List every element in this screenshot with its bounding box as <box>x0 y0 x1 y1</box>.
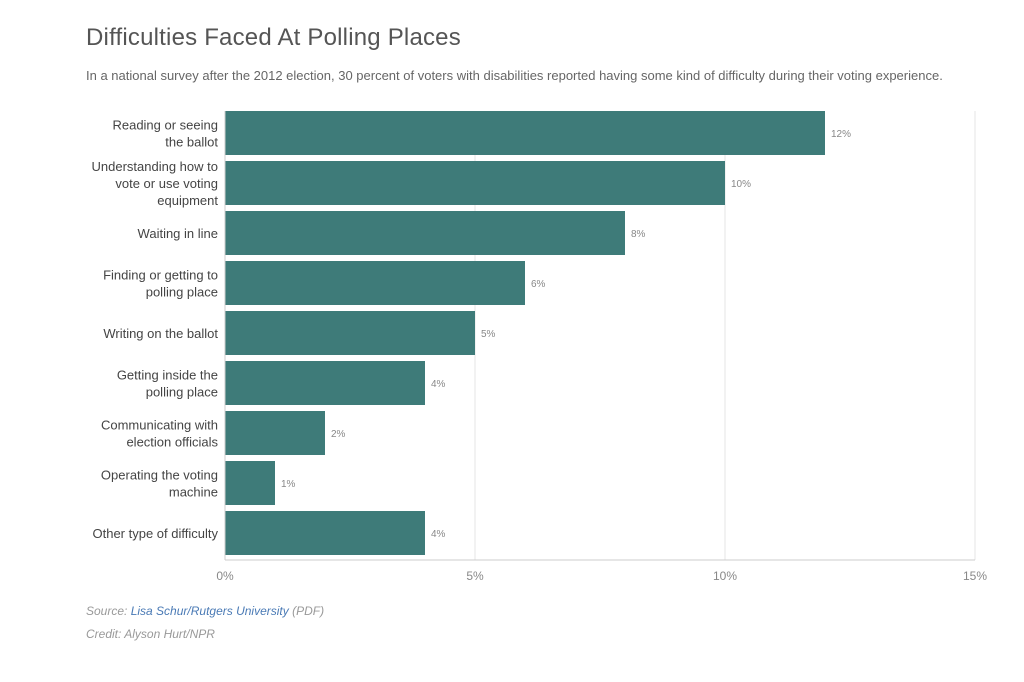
bar <box>225 511 425 555</box>
value-label: 2% <box>331 429 346 440</box>
bar-chart: 12% Reading or seeing the ballot 10% Underst… <box>92 111 987 583</box>
category-label: Getting inside the polling place <box>117 368 218 400</box>
bar <box>225 411 325 455</box>
category-label: Waiting in line <box>138 226 218 241</box>
x-tick-label: 10% <box>713 569 737 583</box>
source-prefix: Source: <box>86 604 128 618</box>
chart-subtitle: In a national survey after the 2012 elec… <box>86 68 943 83</box>
category-label: Operating the voting machine <box>101 468 218 500</box>
source-note: Source: Lisa Schur/Rutgers University (P… <box>86 604 324 618</box>
category-label: Finding or getting to polling place <box>103 268 218 300</box>
category-label: Understanding how to vote or use voting eq… <box>92 159 219 208</box>
credit-note: Credit: Alyson Hurt/NPR <box>86 627 215 641</box>
source-link[interactable]: Lisa Schur/Rutgers University <box>130 604 289 618</box>
value-label: 10% <box>731 179 751 190</box>
category-label: Other type of difficulty <box>93 526 219 541</box>
bar <box>225 311 475 355</box>
x-tick-label: 15% <box>963 569 987 583</box>
x-tick-label: 5% <box>466 569 484 583</box>
bar <box>225 111 825 155</box>
category-label: Reading or seeing the ballot <box>112 118 218 150</box>
value-label: 4% <box>431 529 446 540</box>
bar <box>225 461 275 505</box>
value-label: 1% <box>281 479 296 490</box>
category-label: Communicating with election officials <box>101 418 219 450</box>
value-label: 12% <box>831 129 851 140</box>
value-label: 6% <box>531 279 546 290</box>
bar <box>225 211 625 255</box>
category-label: Writing on the ballot <box>103 326 218 341</box>
bar <box>225 361 425 405</box>
value-label: 8% <box>631 229 646 240</box>
source-suffix: (PDF) <box>292 604 325 618</box>
bar <box>225 161 725 205</box>
chart-title: Difficulties Faced At Polling Places <box>86 24 461 51</box>
value-label: 4% <box>431 379 446 390</box>
bar <box>225 261 525 305</box>
value-label: 5% <box>481 329 496 340</box>
x-tick-label: 0% <box>216 569 234 583</box>
